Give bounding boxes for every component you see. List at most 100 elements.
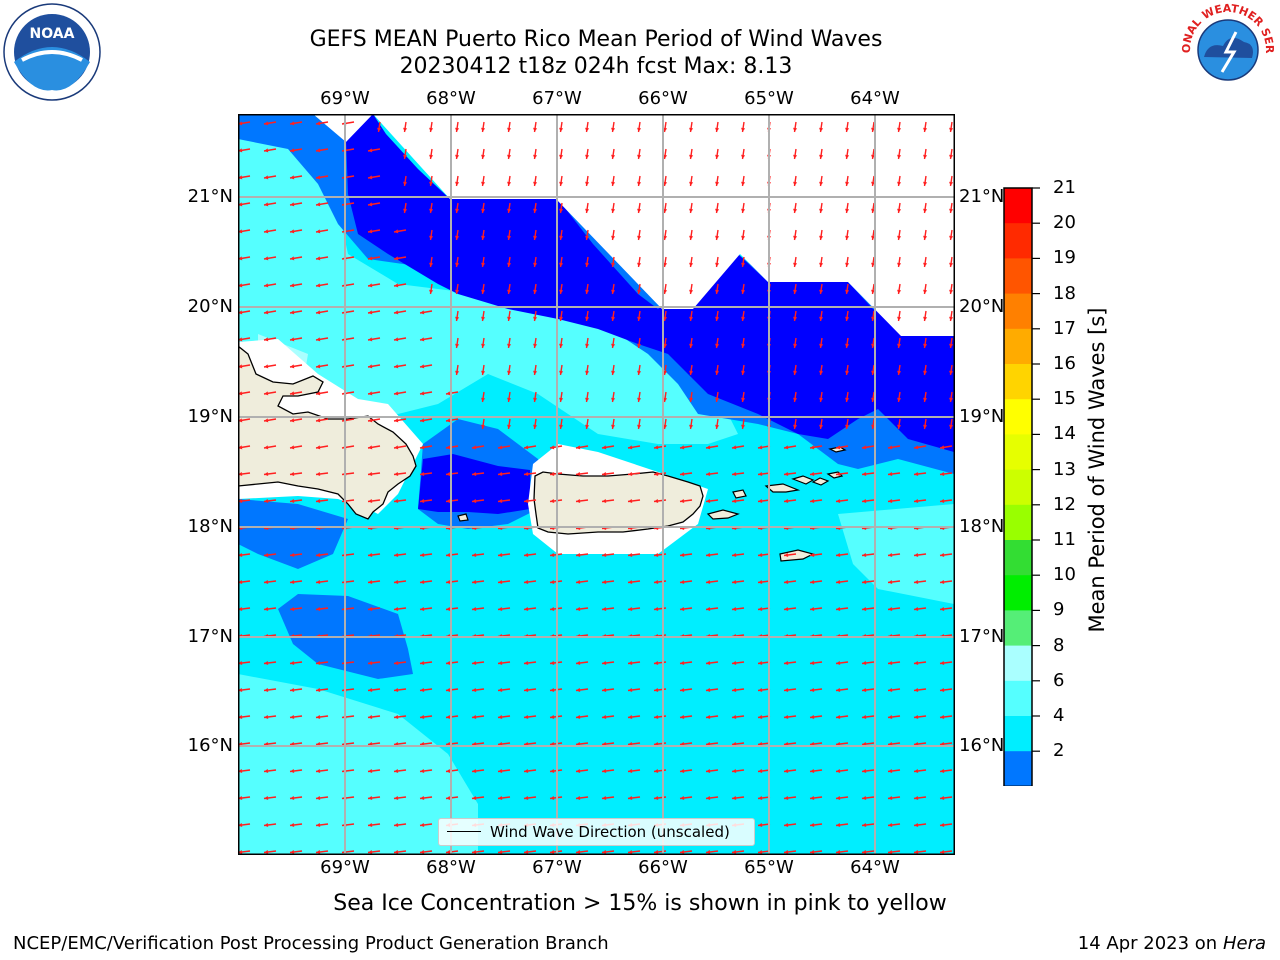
- wind-arrow: [393, 472, 407, 476]
- wind-arrow: [367, 607, 381, 611]
- wind-arrow: [611, 418, 616, 430]
- wind-arrow: [393, 580, 407, 584]
- wind-arrow: [949, 418, 954, 430]
- wind-arrow: [679, 661, 693, 665]
- wind-arrow: [835, 796, 849, 800]
- wind-arrow: [419, 364, 433, 369]
- wind-arrow: [601, 607, 615, 611]
- wind-arrow: [289, 850, 303, 854]
- wind-arrow: [471, 661, 485, 665]
- wind-arrow: [611, 283, 616, 295]
- wind-arrow: [315, 445, 329, 450]
- wind-arrow: [367, 769, 381, 773]
- wind-arrow: [315, 742, 329, 746]
- wind-arrow: [923, 337, 928, 349]
- wind-arrow: [731, 472, 745, 476]
- wind-arrow: [845, 283, 850, 295]
- wind-arrow: [715, 391, 720, 403]
- wind-arrow: [627, 850, 641, 854]
- wind-arrow: [585, 202, 590, 214]
- wind-arrow: [845, 337, 850, 349]
- wind-arrow: [689, 337, 694, 349]
- colorbar-tick-label: 4: [1053, 705, 1065, 726]
- wind-arrow: [575, 850, 589, 854]
- wind-arrow: [367, 580, 381, 584]
- colorbar-segment: [1004, 680, 1032, 717]
- wind-arrow: [887, 715, 901, 719]
- wind-arrow: [559, 283, 564, 295]
- wind-arrow: [238, 661, 251, 665]
- wind-arrow: [835, 742, 849, 746]
- wind-arrow: [263, 769, 277, 773]
- wind-arrow: [497, 472, 511, 476]
- wind-arrow: [861, 688, 875, 692]
- wind-arrow: [809, 580, 823, 584]
- wind-arrow: [419, 850, 433, 854]
- wind-arrow: [393, 850, 407, 854]
- wind-arrow: [575, 715, 589, 719]
- colorbar-segment: [1004, 575, 1032, 611]
- lon-tick-bottom: 64°W: [850, 857, 900, 878]
- wind-arrow: [679, 688, 693, 692]
- wind-arrow: [939, 742, 953, 746]
- wind-arrow: [507, 337, 512, 349]
- colorbar-tick-label: 13: [1053, 458, 1076, 480]
- wind-arrow: [689, 391, 694, 403]
- wind-arrow: [923, 364, 928, 376]
- lat-tick-left: 19°N: [187, 406, 233, 427]
- wind-arrow: [238, 337, 251, 342]
- wind-arrow: [679, 796, 693, 800]
- wind-arrow: [887, 742, 901, 746]
- wind-arrow: [783, 715, 797, 719]
- wind-arrow: [367, 742, 381, 746]
- wind-arrow: [507, 364, 512, 376]
- wind-arrow: [497, 688, 511, 692]
- wind-arrow: [367, 283, 381, 288]
- colorbar-segment: [1004, 328, 1032, 365]
- wind-arrow: [289, 364, 303, 369]
- wind-arrow: [507, 121, 512, 133]
- wind-arrow: [429, 121, 434, 133]
- wind-arrow: [809, 850, 823, 854]
- wind-arrow: [263, 418, 277, 423]
- wind-arrow: [949, 337, 954, 349]
- wind-arrow: [601, 715, 615, 719]
- colorbar-tick-label: 15: [1053, 388, 1076, 410]
- wind-arrow: [585, 310, 590, 322]
- wind-arrow: [741, 148, 746, 160]
- wind-arrow: [455, 364, 460, 376]
- wind-arrow: [403, 202, 408, 214]
- wind-arrow: [315, 148, 329, 153]
- wind-arrow: [367, 256, 381, 261]
- wind-arrow: [263, 256, 277, 261]
- wind-arrow: [793, 337, 798, 349]
- wind-arrow: [887, 580, 901, 584]
- wind-arrow: [419, 796, 433, 800]
- wind-arrow: [315, 175, 329, 180]
- wind-arrow: [939, 580, 953, 584]
- wind-arrow: [731, 661, 745, 665]
- wind-arrow: [783, 661, 797, 665]
- wind-arrow: [289, 499, 303, 503]
- wind-arrow: [913, 769, 927, 773]
- wind-arrow: [585, 418, 590, 430]
- light-cyan-south: [238, 674, 478, 854]
- wind-arrow: [705, 472, 719, 476]
- wind-arrow: [367, 418, 381, 423]
- wind-arrow: [471, 499, 485, 503]
- colorbar-segment: [1004, 364, 1032, 400]
- wind-arrow: [507, 175, 512, 187]
- wind-arrow: [419, 310, 433, 315]
- wind-arrow: [741, 310, 746, 322]
- wind-arrow: [627, 499, 641, 503]
- wind-arrow: [393, 310, 407, 315]
- wind-arrow: [263, 283, 277, 288]
- wind-arrow: [393, 445, 407, 450]
- wind-arrow: [575, 742, 589, 746]
- wind-arrow: [238, 850, 251, 854]
- wind-arrow: [783, 796, 797, 800]
- wind-arrow: [238, 418, 251, 423]
- wind-arrow: [238, 121, 251, 126]
- wind-arrow: [559, 310, 564, 322]
- lon-tick-bottom: 68°W: [426, 857, 476, 878]
